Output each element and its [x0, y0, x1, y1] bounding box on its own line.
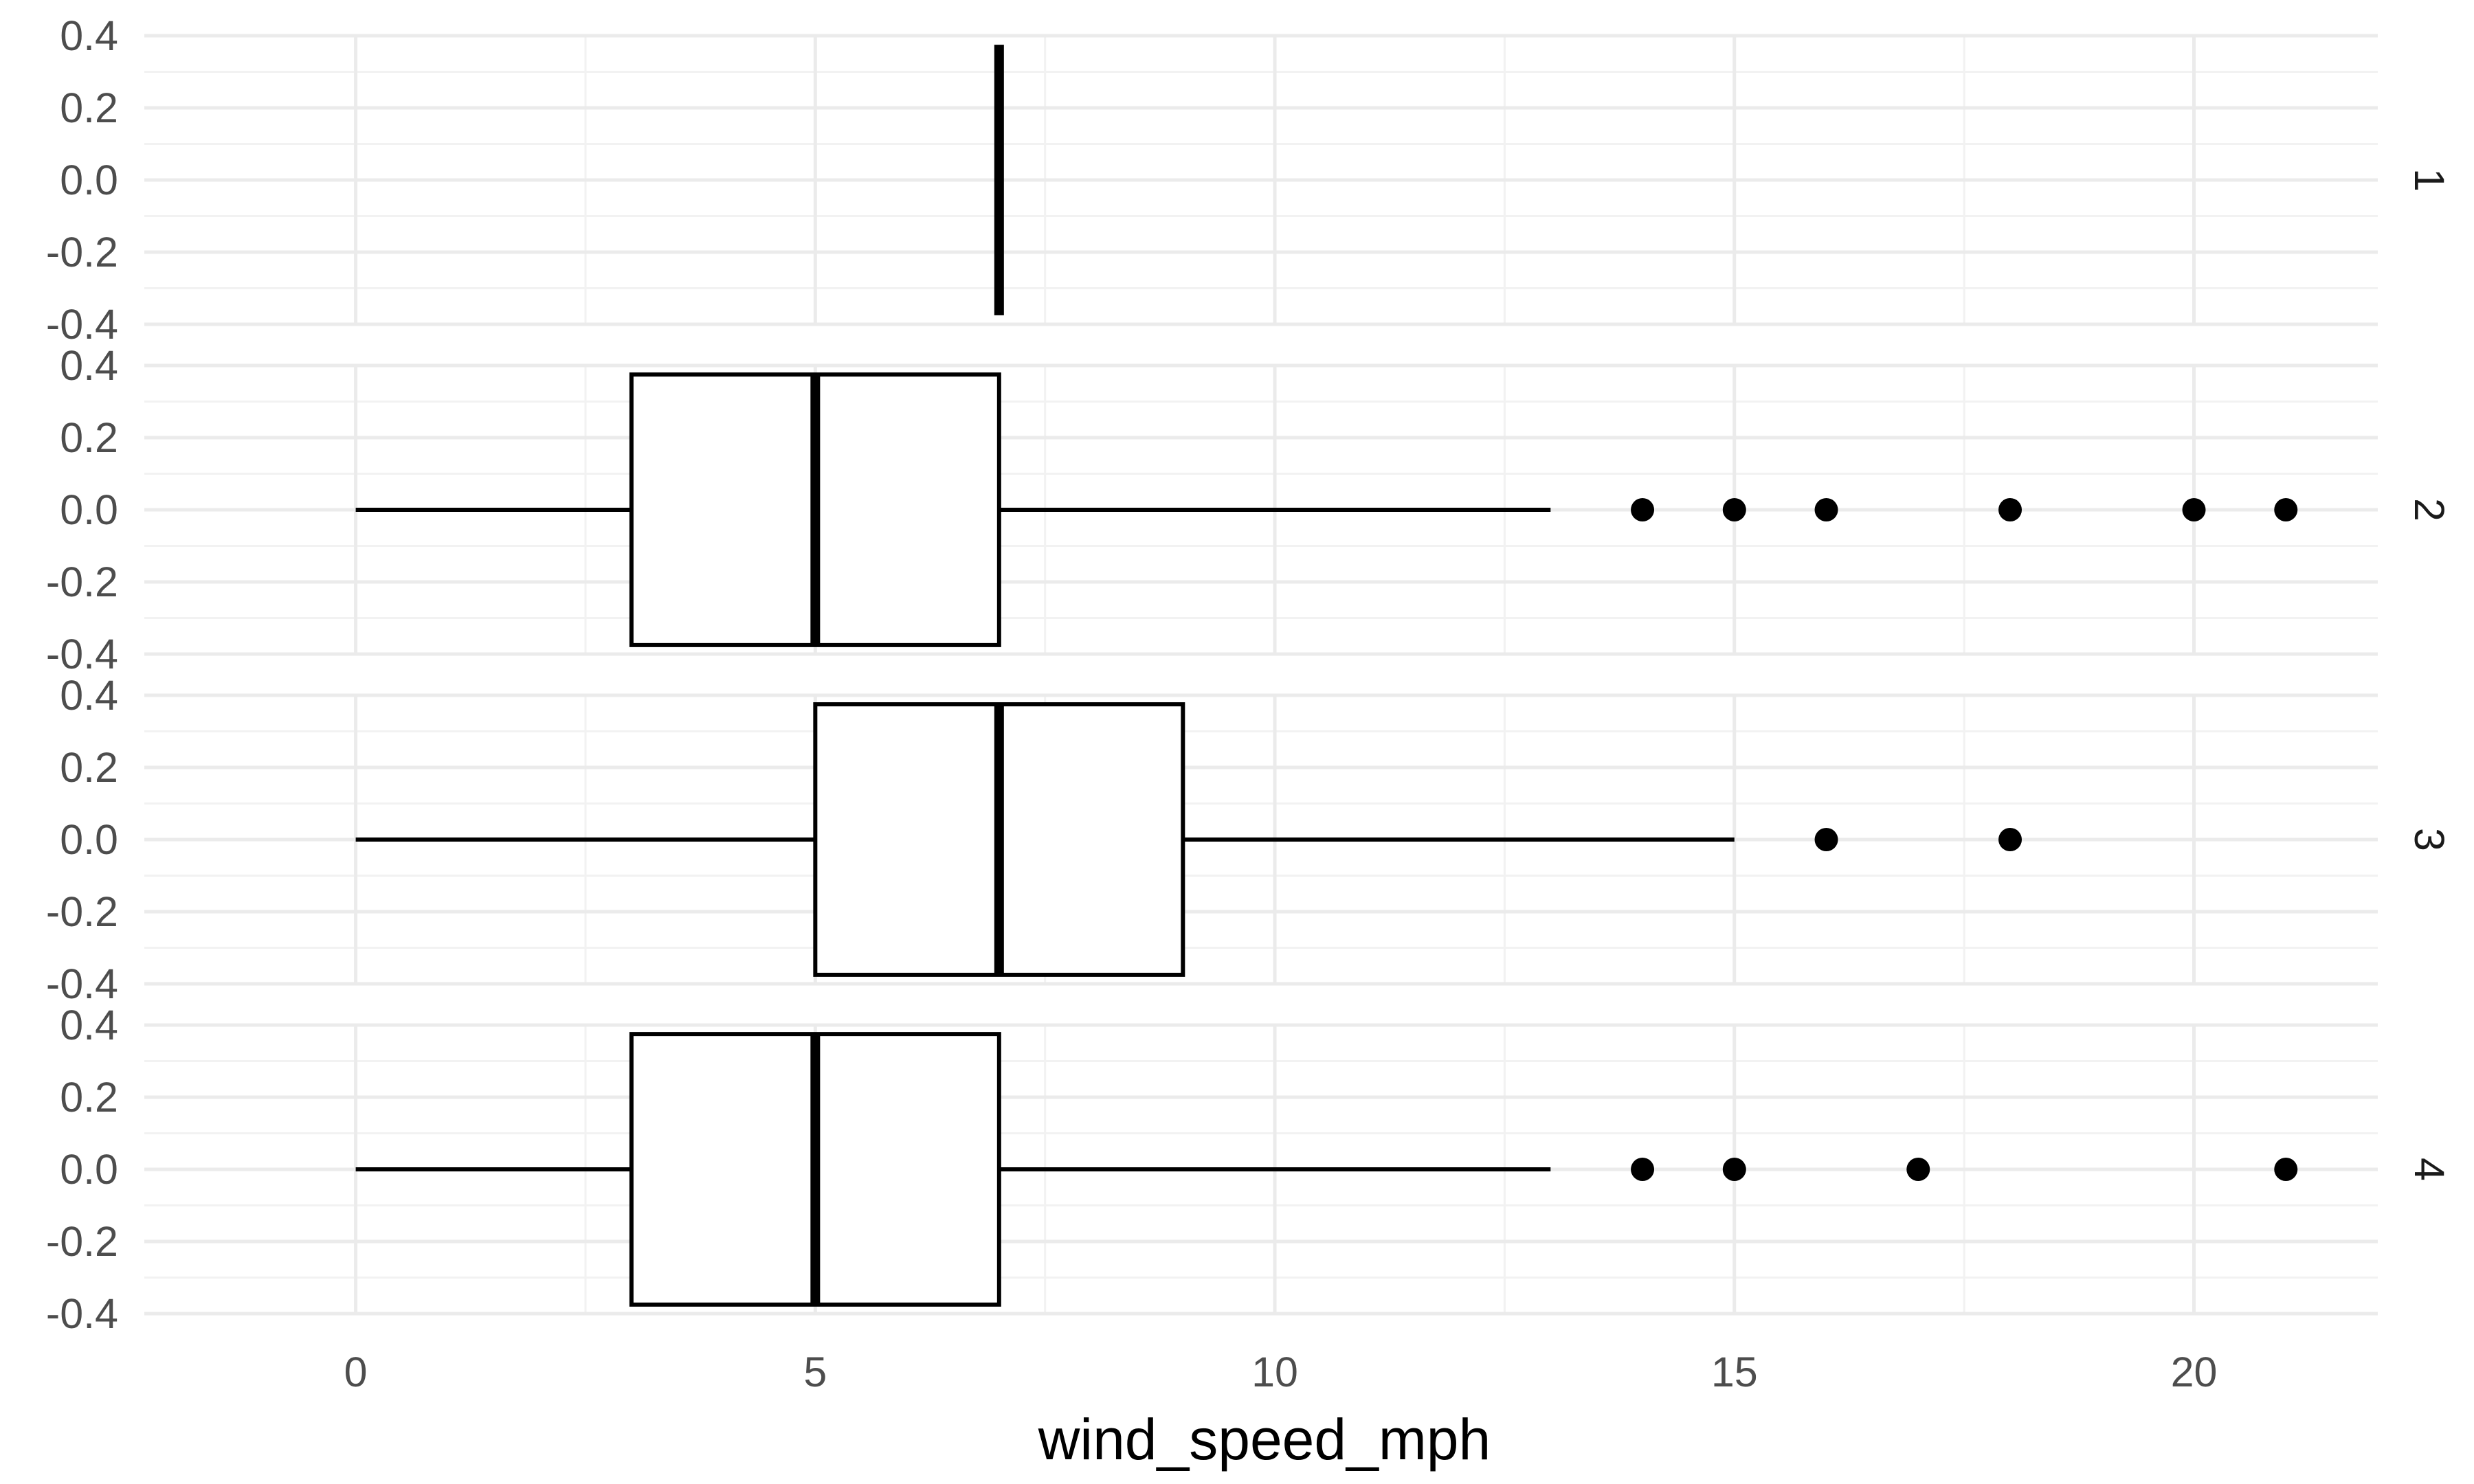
- facet-strip-label: 1: [2406, 168, 2453, 192]
- y-tick-label: 0.0: [60, 816, 118, 863]
- y-tick-label: 0.2: [60, 1074, 118, 1121]
- outlier-point: [1906, 1158, 1930, 1181]
- facet-panel-3: 0.4 0.2 0.0 -0.2 -0.4 3: [46, 672, 2453, 1007]
- y-tick-label: 0.4: [60, 1002, 118, 1048]
- x-axis-title: wind_speed_mph: [1038, 1407, 1491, 1472]
- outlier-point: [2274, 1158, 2298, 1181]
- y-tick-label: 0.2: [60, 414, 118, 461]
- facet-strip-label: 3: [2406, 828, 2453, 851]
- facet-strip-label: 4: [2406, 1158, 2453, 1181]
- y-tick-label: -0.2: [46, 559, 118, 605]
- y-tick-label: -0.2: [46, 229, 118, 276]
- outlier-point: [1998, 828, 2022, 851]
- y-tick-label: 0.2: [60, 85, 118, 131]
- x-tick-label: 0: [344, 1349, 368, 1395]
- outlier-point: [1631, 498, 1655, 521]
- outlier-point: [1814, 828, 1838, 851]
- y-tick-label: 0.4: [60, 342, 118, 389]
- x-tick-label: 5: [803, 1349, 827, 1395]
- outlier-point: [1631, 1158, 1655, 1181]
- y-tick-label: 0.0: [60, 157, 118, 203]
- facet-strip-label: 2: [2406, 498, 2453, 521]
- outlier-point: [1998, 498, 2022, 521]
- x-tick-label: 20: [2171, 1349, 2218, 1395]
- outlier-point: [2274, 498, 2298, 521]
- x-axis: 0 5 10 15 20: [344, 1349, 2218, 1395]
- y-tick-label: -0.4: [46, 631, 118, 677]
- x-tick-label: 15: [1711, 1349, 1758, 1395]
- y-tick-label: -0.4: [46, 960, 118, 1007]
- outlier-point: [2182, 498, 2206, 521]
- y-tick-label: 0.4: [60, 672, 118, 719]
- y-tick-label: -0.4: [46, 301, 118, 348]
- outlier-point: [1722, 1158, 1746, 1181]
- y-tick-label: -0.2: [46, 1218, 118, 1265]
- facet-panels: 0.40.20.0-0.2-0.410.40.20.0-0.2-0.420.40…: [46, 12, 2453, 1337]
- y-tick-label: 0.2: [60, 744, 118, 791]
- y-tick-label: 0.4: [60, 12, 118, 59]
- y-tick-label: 0.0: [60, 1146, 118, 1193]
- x-tick-label: 10: [1251, 1349, 1298, 1395]
- facet-panel-2: 0.4 0.2 0.0 -0.2 -0.4 2: [46, 342, 2453, 677]
- outlier-point: [1722, 498, 1746, 521]
- facet-panel-4: 0.4 0.2 0.0 -0.2 -0.4 4: [46, 1002, 2453, 1337]
- y-tick-label: -0.4: [46, 1290, 118, 1337]
- facet-panel-1: 0.4 0.2 0.0 -0.2 -0.4 1: [46, 12, 2453, 348]
- outlier-point: [1814, 498, 1838, 521]
- y-tick-label: 0.0: [60, 486, 118, 533]
- y-tick-label: -0.2: [46, 888, 118, 935]
